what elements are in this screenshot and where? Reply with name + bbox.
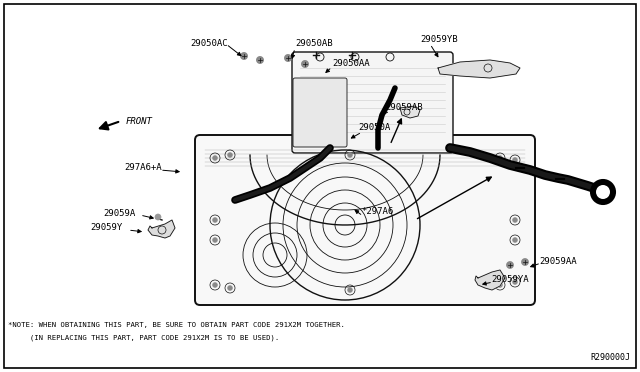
Text: 29050AC: 29050AC [190,39,228,48]
Text: 29059AA: 29059AA [539,257,577,266]
Circle shape [506,262,513,269]
Text: 29050AA: 29050AA [332,58,370,67]
Polygon shape [148,220,175,238]
Circle shape [513,218,518,222]
Polygon shape [400,106,420,118]
Polygon shape [438,60,520,78]
Text: 297A6+A: 297A6+A [124,164,162,173]
Text: 29059Y: 29059Y [90,224,122,232]
Text: *297A6: *297A6 [361,208,393,217]
Circle shape [513,279,518,285]
Circle shape [348,153,353,157]
Circle shape [513,237,518,243]
Circle shape [497,282,502,288]
FancyBboxPatch shape [292,52,453,153]
FancyBboxPatch shape [293,78,347,147]
Text: 29059YB: 29059YB [420,35,458,45]
FancyBboxPatch shape [195,135,535,305]
Circle shape [497,155,502,160]
Circle shape [285,55,291,61]
Text: 29059YA: 29059YA [491,276,529,285]
Circle shape [212,218,218,222]
Circle shape [257,57,264,64]
Text: 29059A: 29059A [103,208,135,218]
Text: (IN REPLACING THIS PART, PART CODE 291X2M IS TO BE USED).: (IN REPLACING THIS PART, PART CODE 291X2… [8,335,279,341]
Circle shape [241,52,248,60]
Circle shape [513,157,518,163]
Circle shape [212,237,218,243]
Polygon shape [475,270,505,290]
Circle shape [227,153,232,157]
Text: 29050A: 29050A [358,124,390,132]
Circle shape [227,285,232,291]
Circle shape [212,282,218,288]
Text: 29050AB: 29050AB [295,39,333,48]
Circle shape [591,180,615,204]
Text: R290000J: R290000J [590,353,630,362]
Circle shape [348,288,353,292]
Circle shape [522,259,529,266]
Circle shape [596,185,610,199]
Text: 29059AB: 29059AB [385,103,422,112]
Circle shape [155,214,161,220]
Circle shape [301,61,308,67]
Circle shape [212,155,218,160]
Text: *NOTE: WHEN OBTAINING THIS PART, BE SURE TO OBTAIN PART CODE 291X2M TOGETHER.: *NOTE: WHEN OBTAINING THIS PART, BE SURE… [8,322,345,328]
Text: FRONT: FRONT [126,116,153,125]
